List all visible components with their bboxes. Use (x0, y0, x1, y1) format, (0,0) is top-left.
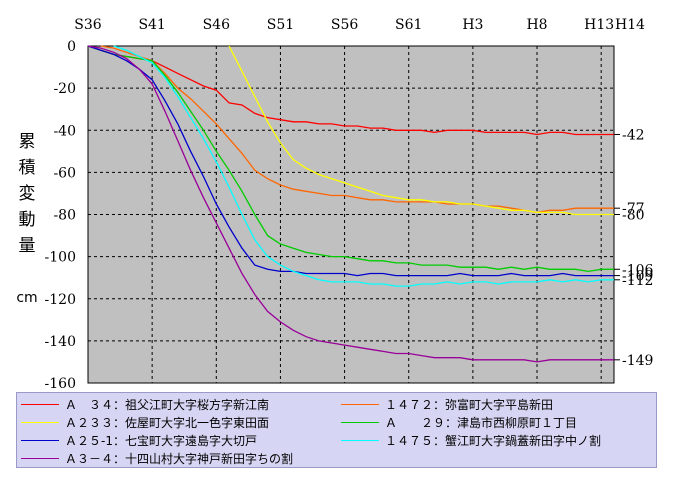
x-tick-label: H3 (462, 17, 483, 33)
x-tick-label: S46 (203, 17, 230, 33)
legend-swatch (341, 421, 379, 423)
end-labels: -42 -77-80 -106-109-112 -149 (614, 127, 654, 369)
end-label: -149 (622, 353, 653, 369)
y-axis-label-char: 動 (18, 210, 36, 230)
y-tick-label: -60 (53, 165, 76, 181)
series-line (87, 45, 614, 363)
legend-label: １４７２：弥富町大字平島新田 (385, 397, 554, 412)
y-tick-label: -120 (45, 292, 76, 308)
x-tick-label: S36 (74, 17, 101, 33)
y-tick-label: 0 (67, 39, 76, 55)
legend-label: Ａ ３４：祖父江町大字桜方字新江南 (65, 397, 270, 412)
series-line (113, 45, 614, 287)
end-label: -80 (622, 208, 645, 224)
legend-swatch (21, 439, 59, 441)
legend-item: １４７２：弥富町大字平島新田 (337, 395, 553, 413)
legend-swatch (341, 403, 379, 405)
y-tick-label: -160 (45, 376, 76, 392)
legend-item: Ａ３－４：十四山村大字神戸新田字ちの割 (17, 449, 293, 467)
end-label: -42 (622, 127, 645, 143)
series-line (87, 45, 614, 277)
x-tick-label: S61 (395, 17, 422, 33)
x-tick-label: S51 (267, 17, 294, 33)
x-tick-label: H8 (526, 17, 547, 33)
y-axis-unit: cm (16, 290, 38, 306)
legend-label: Ａ３－４：十四山村大字神戸新田字ちの割 (65, 451, 294, 466)
y-axis-label-char: 量 (18, 236, 36, 256)
x-tick-label: S56 (331, 17, 358, 33)
end-label: -106 (622, 262, 654, 278)
legend-item: Ａ２５-1：七宝町大字遠島字大切戸 (17, 431, 257, 449)
legend-swatch (21, 421, 59, 423)
y-tick-label: -20 (53, 81, 76, 97)
legend-swatch (341, 439, 379, 441)
legend-item: Ａ２３３：佐屋町大字北一色字東田面 (17, 413, 269, 431)
legend-label: １４７５：蟹江町大字鍋蓋新田字中ノ割 (385, 433, 602, 448)
legend-label: Ａ２３３：佐屋町大字北一色字東田面 (65, 415, 270, 430)
y-tick-label: -100 (45, 250, 76, 266)
end-label: -112 (622, 273, 653, 289)
series-lines (87, 45, 614, 363)
x-axis: S36 S41 S46 S51 S56 S61 H3 H8 H13 H14 (74, 17, 645, 33)
legend-swatch (21, 457, 59, 459)
legend-swatch (21, 403, 59, 405)
series-line (87, 45, 614, 273)
end-label: -77 (622, 201, 645, 217)
legend-label: Ａ ２９：津島市西柳原町１丁目 (385, 415, 578, 430)
x-tick-label: S41 (138, 17, 165, 33)
y-tick-label: -40 (53, 123, 76, 139)
y-axis-label-char: 変 (18, 184, 36, 204)
legend-item: Ａ ３４：祖父江町大字桜方字新江南 (17, 395, 269, 413)
x-tick-label: H14 (615, 17, 645, 33)
y-tick-label: -140 (45, 334, 76, 350)
series-line (87, 45, 614, 136)
series-line (228, 45, 614, 216)
legend-item: １４７５：蟹江町大字鍋蓋新田字中ノ割 (337, 431, 601, 449)
y-axis-label-char: 積 (18, 158, 36, 178)
legend-label: Ａ２５-1：七宝町大字遠島字大切戸 (65, 433, 257, 448)
y-axis: 0 -20 -40 -60 -80 -100 -120 -140 -160 (45, 39, 76, 392)
x-tick-label: H13 (584, 17, 614, 33)
legend: Ａ ３４：祖父江町大字桜方字新江南 １４７２：弥富町大字平島新田 Ａ２３３：佐屋町大… (16, 392, 657, 468)
y-tick-label: -80 (53, 208, 76, 224)
end-label: -109 (622, 269, 653, 285)
legend-item: Ａ ２９：津島市西柳原町１丁目 (337, 413, 577, 431)
y-axis-label-char: 累 (18, 132, 36, 152)
